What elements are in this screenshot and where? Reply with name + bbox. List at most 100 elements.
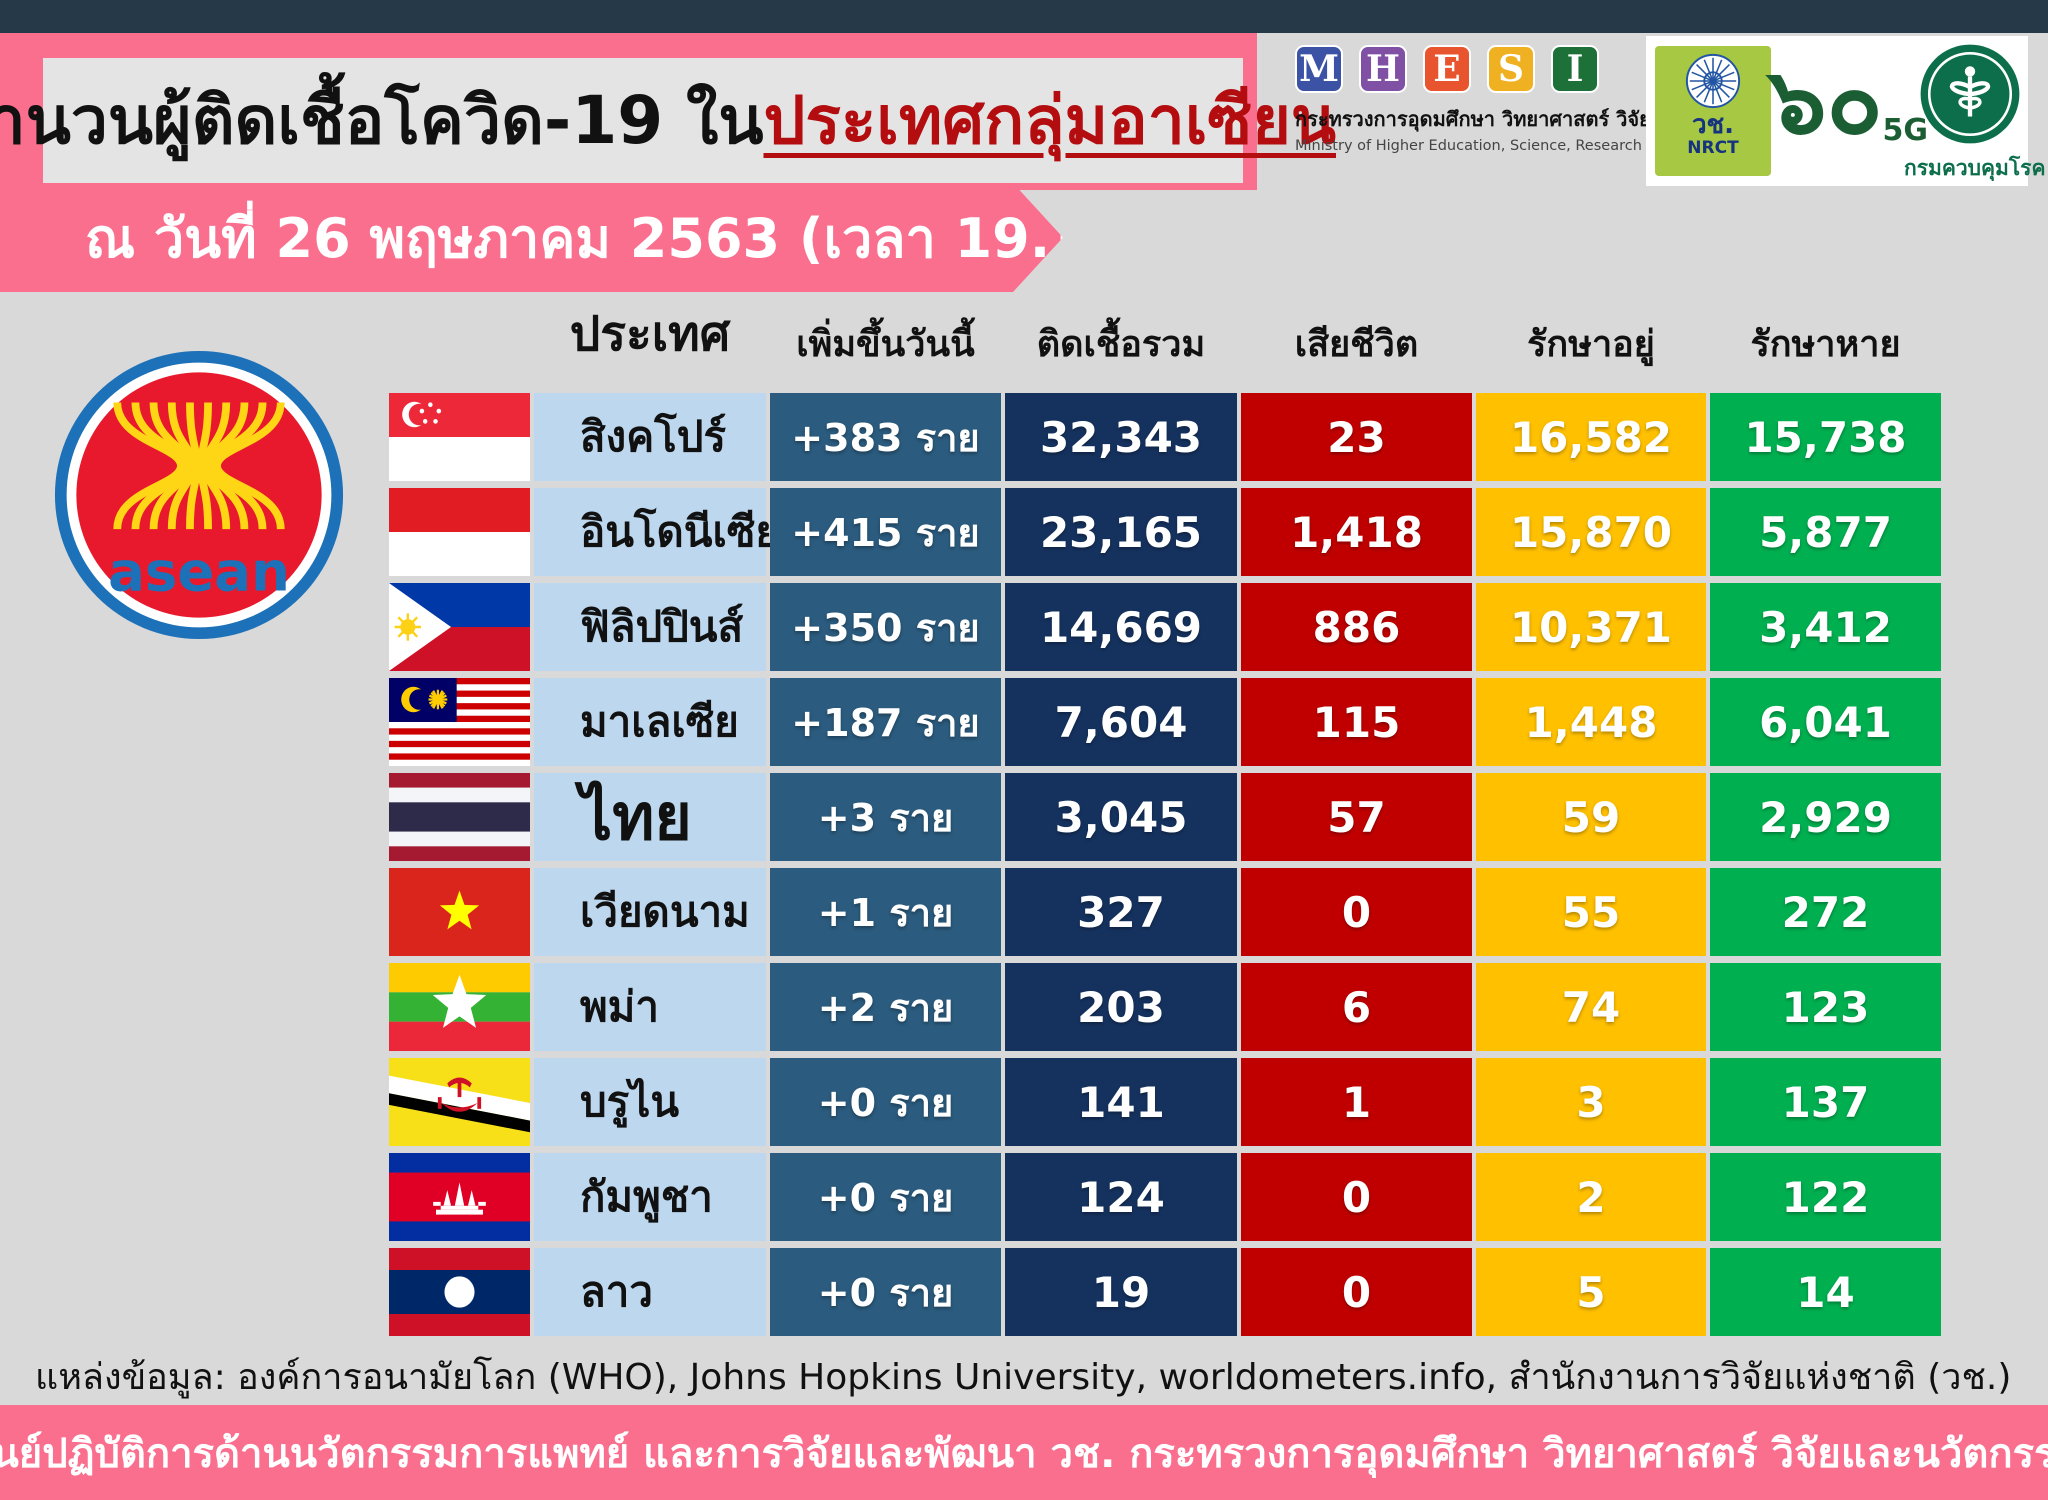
mhesi-tile-e: E xyxy=(1423,45,1471,93)
cell-in-treatment: 74 xyxy=(1476,963,1706,1051)
cell-new-today: +2 ราย xyxy=(770,963,1001,1051)
date-text: ณ วันที่ 26 พฤษภาคม 2563 (เวลา 19.30 น.) xyxy=(85,206,1227,270)
cell-in-treatment: 15,870 xyxy=(1476,488,1706,576)
cell-new-today: +1 ราย xyxy=(770,868,1001,956)
cell-deaths: 1 xyxy=(1241,1058,1472,1146)
flag-vietnam-icon xyxy=(389,868,530,956)
country-name: สิงคโปร์ xyxy=(534,393,766,481)
asean-logo-icon: asean xyxy=(54,350,344,640)
cell-deaths: 0 xyxy=(1241,1153,1472,1241)
flag-malaysia xyxy=(389,678,530,766)
flag-indonesia-icon xyxy=(389,488,530,576)
cell-deaths: 0 xyxy=(1241,868,1472,956)
footer-bar: ศูนย์ปฏิบัติการด้านนวัตกรรมการแพทย์ และก… xyxy=(0,1405,2048,1500)
cell-recovered: 14 xyxy=(1710,1248,1941,1336)
column-header-new-today: เพิ่มขึ้นวันนี้ xyxy=(796,324,975,365)
flag-cambodia-icon xyxy=(389,1153,530,1241)
date-banner: ณ วันที่ 26 พฤษภาคม 2563 (เวลา 19.30 น.) xyxy=(0,183,1063,292)
cell-total-cases: 14,669 xyxy=(1005,583,1237,671)
country-name: มาเลเซีย xyxy=(534,678,766,766)
cell-deaths: 6 xyxy=(1241,963,1472,1051)
column-header-in-treatment: รักษาอยู่ xyxy=(1527,324,1655,365)
cell-deaths: 0 xyxy=(1241,1248,1472,1336)
cell-recovered: 5,877 xyxy=(1710,488,1941,576)
cell-recovered: 123 xyxy=(1710,963,1941,1051)
cell-deaths: 1,418 xyxy=(1241,488,1472,576)
flag-singapore xyxy=(389,393,530,481)
flag-malaysia-icon xyxy=(389,678,530,766)
mhesi-logo: M H E S I กระทรวงการอุดมศึกษา วิทยาศาสตร… xyxy=(1295,45,1772,175)
five-g-label: 5G xyxy=(1882,113,1929,148)
cell-deaths: 115 xyxy=(1241,678,1472,766)
country-name: บรูไน xyxy=(534,1058,766,1146)
flag-vietnam xyxy=(389,868,530,956)
column-header-recovered: รักษาหาย xyxy=(1750,324,1901,365)
mhesi-tile-h: H xyxy=(1359,45,1407,93)
column-header-total-cases: ติดเชื้อรวม xyxy=(1036,324,1206,365)
cell-recovered: 3,412 xyxy=(1710,583,1941,671)
cell-new-today: +383 ราย xyxy=(770,393,1001,481)
title-box: จำนวนผู้ติดเชื้อโควิด-19 ใน ประเทศกลุ่มอา… xyxy=(0,58,1336,183)
country-name: เวียดนาม xyxy=(534,868,766,956)
flag-singapore-icon xyxy=(389,393,530,481)
mhesi-tile-i: I xyxy=(1551,45,1599,93)
moph-emblem xyxy=(1918,42,2022,146)
cell-recovered: 272 xyxy=(1710,868,1941,956)
cell-new-today: +3 ราย xyxy=(770,773,1001,861)
country-name: พม่า xyxy=(534,963,766,1051)
mhesi-tile-s: S xyxy=(1487,45,1535,93)
country-name: ไทย xyxy=(534,773,766,861)
cell-total-cases: 141 xyxy=(1005,1058,1237,1146)
country-name: อินโดนีเซีย xyxy=(534,488,780,576)
cell-deaths: 886 xyxy=(1241,583,1472,671)
cell-total-cases: 124 xyxy=(1005,1153,1237,1241)
cell-in-treatment: 59 xyxy=(1476,773,1706,861)
data-source-note: แหล่งข้อมูล: องค์การอนามัยโลก (WHO), Joh… xyxy=(35,1357,2012,1398)
footer-text: ศูนย์ปฏิบัติการด้านนวัตกรรมการแพทย์ และก… xyxy=(0,1430,2048,1477)
moph-emblem-icon xyxy=(1920,44,2020,144)
asean-wordmark: asean xyxy=(108,539,290,603)
cell-total-cases: 203 xyxy=(1005,963,1237,1051)
cell-recovered: 15,738 xyxy=(1710,393,1941,481)
cell-deaths: 57 xyxy=(1241,773,1472,861)
nrct-english-label: NRCT xyxy=(1687,138,1739,158)
flag-laos xyxy=(389,1248,530,1336)
sixty-digits: ๖๐ xyxy=(1767,48,1883,155)
flag-thailand-icon xyxy=(389,773,530,861)
cell-new-today: +187 ราย xyxy=(770,678,1001,766)
cell-total-cases: 327 xyxy=(1005,868,1237,956)
cell-in-treatment: 1,448 xyxy=(1476,678,1706,766)
mhesi-thai-name: กระทรวงการอุดมศึกษา วิทยาศาสตร์ วิจัยและ… xyxy=(1295,107,1772,131)
cell-in-treatment: 5 xyxy=(1476,1248,1706,1336)
cell-recovered: 6,041 xyxy=(1710,678,1941,766)
mhesi-letter-tiles: M H E S I xyxy=(1295,45,1625,93)
flag-myanmar-icon xyxy=(389,963,530,1051)
page-title: จำนวนผู้ติดเชื้อโควิด-19 ใน xyxy=(0,82,764,159)
partner-logos-box: วช. NRCT ๖๐ 5G กรมควบคุมโรค xyxy=(1646,36,2046,186)
flag-cambodia xyxy=(389,1153,530,1241)
moph-label: กรมควบคุมโรค xyxy=(1904,156,2046,180)
top-navy-bar xyxy=(0,0,2048,33)
cell-new-today: +415 ราย xyxy=(770,488,1001,576)
cell-total-cases: 7,604 xyxy=(1005,678,1237,766)
flag-philippines xyxy=(389,583,530,671)
country-name: ฟิลิปปินส์ xyxy=(534,583,766,671)
cell-total-cases: 3,045 xyxy=(1005,773,1237,861)
flag-thailand xyxy=(389,773,530,861)
flag-brunei xyxy=(389,1058,530,1146)
cell-in-treatment: 2 xyxy=(1476,1153,1706,1241)
cell-new-today: +0 ราย xyxy=(770,1058,1001,1146)
cell-total-cases: 19 xyxy=(1005,1248,1237,1336)
nrct-logo: วช. NRCT xyxy=(1655,46,1771,176)
nrct-thai-label: วช. xyxy=(1691,110,1735,140)
flag-brunei-icon xyxy=(389,1058,530,1146)
cell-deaths: 23 xyxy=(1241,393,1472,481)
flag-indonesia xyxy=(389,488,530,576)
page-title-highlight: ประเทศกลุ่มอาเซียน xyxy=(763,82,1337,159)
cell-in-treatment: 55 xyxy=(1476,868,1706,956)
cell-recovered: 137 xyxy=(1710,1058,1941,1146)
cell-new-today: +0 ราย xyxy=(770,1153,1001,1241)
column-header-flag xyxy=(389,302,530,386)
covid-table: ประเทศ เพิ่มขึ้นวันนี้ ติดเชื้อรวม เสียช… xyxy=(389,302,1941,1336)
